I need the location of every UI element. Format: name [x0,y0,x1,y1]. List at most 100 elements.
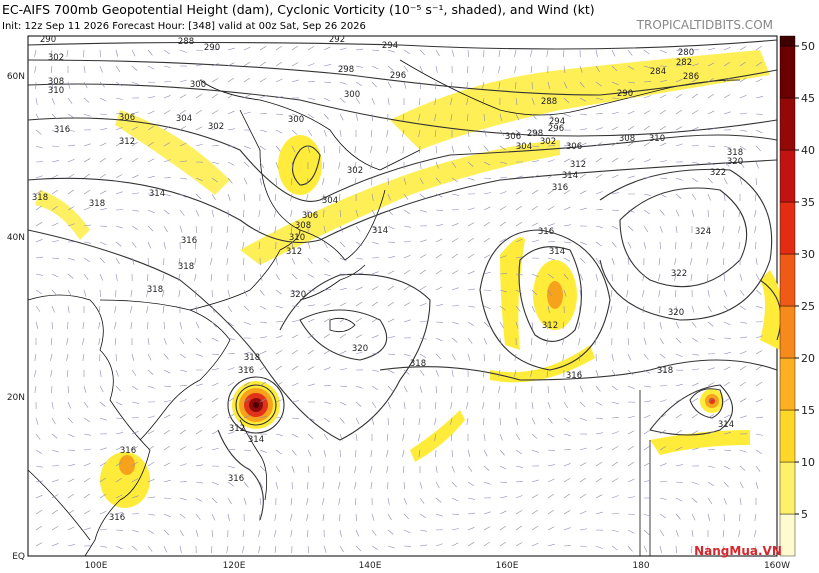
wind-barb [99,385,104,393]
wind-barb [147,369,154,375]
wind-barb [322,481,325,489]
wind-barb [306,529,309,537]
wind-barb [131,81,139,85]
wind-barb [339,417,345,424]
wind-barb [722,545,725,553]
wind-barb [451,369,454,377]
wind-barb [466,417,469,425]
wind-barb [195,529,199,537]
wind-barb [115,257,120,265]
wind-barb [642,273,645,281]
wind-barb [66,337,69,345]
wind-barb [226,545,229,553]
wind-barb [483,465,490,471]
wind-barb [659,79,667,83]
wind-barb [259,305,267,310]
wind-barb [51,81,53,89]
wind-barb [530,49,533,57]
lon-label: 140E [359,561,382,571]
colorbar-label: 40 [801,144,815,157]
wind-barb [146,289,149,297]
wind-barb [307,289,315,292]
contour-label: 290 [40,35,56,45]
wind-barb [563,49,565,57]
contour-label: 304 [176,114,192,124]
wind-barb [195,513,201,520]
wind-barb [227,353,235,355]
wind-barb [227,289,230,297]
wind-barb [643,65,651,69]
wind-barb [163,479,171,483]
wind-barb [467,542,475,547]
wind-barb [83,241,91,244]
wind-barb [467,270,475,275]
wind-barb [627,209,635,213]
wind-barb [755,365,762,371]
wind-barb [50,65,53,73]
wind-barb [579,190,587,195]
wind-barb [67,81,71,89]
wind-barb [291,433,299,438]
wind-barb [706,257,709,265]
wind-barb [275,449,282,455]
wind-barb [115,545,123,550]
contour-label: 294 [382,41,398,51]
wind-barb [723,177,728,185]
wind-barb [739,177,743,185]
wind-barb [707,397,714,403]
wind-barb [611,417,620,419]
wind-barb [451,497,459,502]
wind-barb [451,253,458,259]
wind-barb [243,177,248,185]
wind-barb [355,209,359,217]
wind-barb [755,145,762,152]
wind-barb [51,289,57,296]
wind-barb [67,273,74,279]
wind-barb [579,207,587,211]
wind-barb [323,350,331,355]
contour-label: 308 [619,134,635,144]
wind-barb [450,97,453,105]
wind-barb [403,285,410,291]
wind-barb [99,207,107,211]
wind-barb [354,465,357,473]
wind-barb [739,398,747,403]
wind-barb [403,319,411,323]
wind-barb [147,513,155,516]
wind-barb [99,494,107,499]
wind-barb [499,176,507,179]
wind-barb [371,49,380,51]
wind-barb [290,225,293,233]
wind-barb [482,65,485,73]
wind-barb [451,177,458,183]
wind-barb [658,273,661,281]
wind-barb [595,127,603,131]
wind-barb [643,241,647,249]
wind-barb [243,209,245,217]
contour-label: 312 [542,321,558,331]
wind-barb [163,110,171,115]
lon-label: 100E [85,561,108,571]
wind-barb [419,177,424,185]
wind-barb [115,512,123,515]
wind-barb [147,175,155,179]
wind-barb [595,511,603,515]
wind-barb [51,321,53,330]
wind-barb [371,301,378,307]
wind-barb [579,81,585,88]
wind-barb [451,465,455,473]
wind-barb [419,544,427,547]
wind-barb [514,369,517,377]
wind-barb [435,177,441,184]
wind-barb [659,142,667,147]
wind-barb [114,321,117,329]
subtitle: Init: 12z Sep 11 2026 Forecast Hour: [34… [2,21,366,32]
wind-barb [579,241,587,245]
wind-barb [179,529,184,537]
wind-barb [259,350,267,355]
wind-barb [434,401,437,409]
wind-barb [83,493,90,499]
wind-barb [531,129,539,134]
lat-label: 60N [7,72,25,82]
wind-barb [755,61,762,67]
